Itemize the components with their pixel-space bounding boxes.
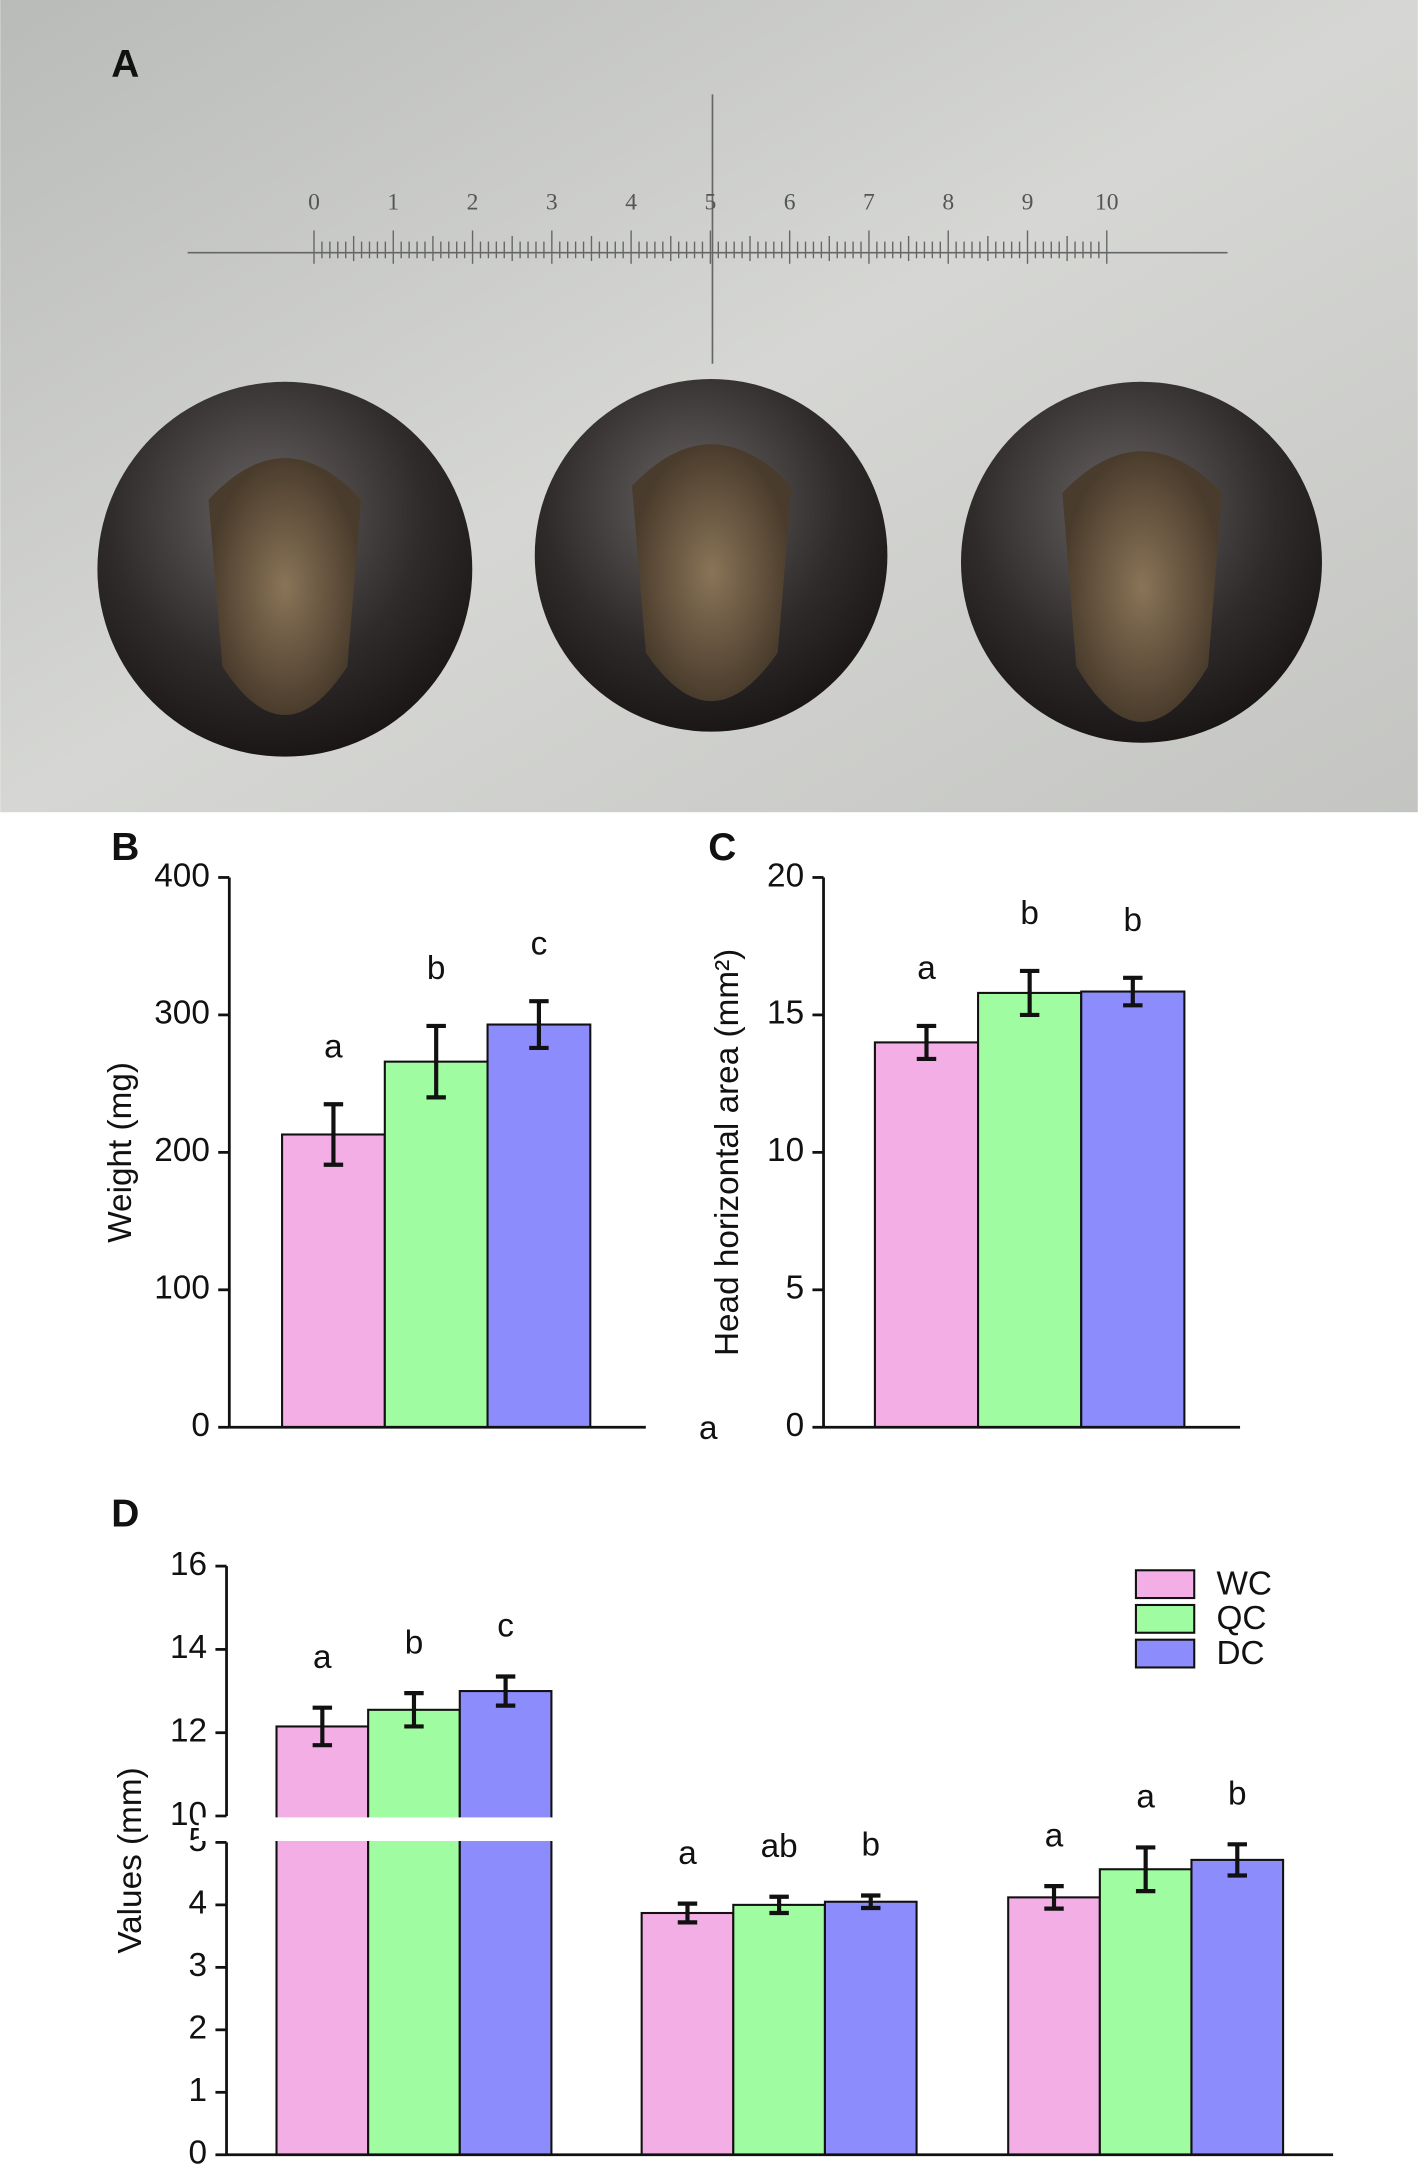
y-tick-label: 1 bbox=[189, 2072, 208, 2109]
bar bbox=[367, 1708, 461, 2156]
y-tick-label: 400 bbox=[154, 857, 210, 894]
scale-label: 4 bbox=[625, 190, 637, 216]
error-bar bbox=[1044, 1884, 1064, 1911]
y-tick-label: 15 bbox=[767, 995, 804, 1032]
head bbox=[97, 381, 473, 757]
significance-letter: b bbox=[1124, 902, 1143, 939]
error-bar bbox=[323, 1102, 344, 1167]
y-tick-label: 100 bbox=[154, 1270, 210, 1307]
bar bbox=[732, 1903, 826, 2156]
significance-letter: b bbox=[861, 1827, 880, 1864]
error-bar bbox=[1123, 975, 1143, 1008]
error-bar bbox=[404, 1691, 424, 1729]
bar bbox=[486, 1023, 592, 1429]
error-bar bbox=[495, 1674, 516, 1708]
error-bar bbox=[861, 1893, 881, 1911]
bar bbox=[383, 1060, 489, 1429]
bar bbox=[640, 1911, 735, 2156]
scale-label: 10 bbox=[1095, 190, 1119, 216]
significance-letter: b bbox=[405, 1624, 424, 1661]
bar bbox=[1098, 1868, 1193, 2156]
legend-label: QC bbox=[1216, 1600, 1266, 1637]
axis-break bbox=[198, 1817, 1347, 1842]
bar bbox=[275, 1725, 370, 2156]
bar bbox=[873, 1041, 980, 1429]
error-bar bbox=[1135, 1845, 1156, 1894]
panel-label: B bbox=[111, 826, 139, 869]
error-bar bbox=[426, 1023, 446, 1100]
scale-label: 5 bbox=[704, 190, 716, 216]
significance-letter: c bbox=[497, 1608, 514, 1645]
bar bbox=[1190, 1858, 1285, 2156]
bar bbox=[1007, 1896, 1101, 2156]
significance-letter: a bbox=[313, 1639, 332, 1676]
scale-label: 8 bbox=[942, 190, 954, 216]
x-tick-label: Wing Length bbox=[320, 2173, 507, 2177]
significance-letter: a bbox=[917, 950, 936, 987]
y-axis-label: Head horizontal area (mm²) bbox=[709, 949, 746, 1356]
ruler-ticks bbox=[313, 230, 1108, 264]
significance-letter: c bbox=[531, 925, 548, 962]
bar bbox=[1080, 990, 1186, 1429]
panel-label: D bbox=[111, 1492, 139, 1535]
error-bar bbox=[312, 1705, 333, 1748]
y-tick-label: 0 bbox=[189, 2135, 208, 2172]
y-tick-label: 3 bbox=[189, 1947, 208, 1984]
y-tick-label: 20 bbox=[767, 857, 804, 894]
legend-label: DC bbox=[1216, 1635, 1264, 1672]
scale-label: 3 bbox=[546, 190, 558, 216]
significance-letter: ab bbox=[761, 1828, 798, 1865]
y-tick-label: 5 bbox=[786, 1270, 805, 1307]
error-bar bbox=[1019, 968, 1040, 1017]
scale-label: 7 bbox=[863, 190, 875, 216]
significance-letter: b bbox=[1228, 1775, 1247, 1812]
y-tick-label: 300 bbox=[154, 995, 210, 1032]
y-tick-label: 14 bbox=[170, 1629, 207, 1666]
y-tick-label: 12 bbox=[170, 1713, 207, 1750]
bar bbox=[458, 1690, 553, 2156]
significance-letter: a bbox=[324, 1029, 343, 1066]
error-bar bbox=[1227, 1842, 1248, 1878]
significance-letter: b bbox=[427, 950, 446, 987]
scale-label: 2 bbox=[467, 190, 479, 216]
y-axis-label: Weight (mg) bbox=[102, 1062, 139, 1243]
head bbox=[960, 381, 1322, 743]
x-tick-label: Wing Width bbox=[694, 2173, 864, 2177]
error-bar bbox=[677, 1901, 698, 1925]
significance-letter: a bbox=[1136, 1779, 1155, 1816]
legend-swatch bbox=[1134, 1603, 1196, 1634]
panel-label: C bbox=[708, 826, 736, 869]
scale-label: 9 bbox=[1022, 190, 1034, 216]
bar bbox=[823, 1900, 918, 2156]
panel-label: A bbox=[111, 43, 139, 86]
significance-letter: a bbox=[1045, 1817, 1064, 1854]
error-bar bbox=[529, 999, 549, 1050]
error-bar bbox=[769, 1894, 789, 1916]
bar bbox=[977, 991, 1083, 1429]
significance-letter: a bbox=[678, 1835, 697, 1872]
y-tick-label: 200 bbox=[154, 1132, 210, 1169]
y-tick-label: 4 bbox=[189, 1885, 208, 1922]
y-tick-label: 0 bbox=[191, 1407, 210, 1444]
scale-label: 0 bbox=[308, 190, 320, 216]
legend-label: WC bbox=[1216, 1565, 1272, 1602]
bar bbox=[281, 1133, 386, 1429]
annotation: a bbox=[699, 1410, 718, 1447]
y-tick-label: 10 bbox=[767, 1132, 804, 1169]
scale-label: 6 bbox=[784, 190, 796, 216]
head bbox=[534, 379, 888, 732]
photo-panel: A bbox=[0, 0, 1418, 813]
y-tick-label: 16 bbox=[170, 1546, 207, 1583]
y-tick-label: 2 bbox=[189, 2010, 208, 2047]
significance-letter: b bbox=[1020, 895, 1039, 932]
scale-label: 1 bbox=[387, 190, 399, 216]
y-axis-label: Values (mm) bbox=[112, 1767, 149, 1953]
legend-swatch bbox=[1134, 1638, 1196, 1669]
x-tick-label: Thorax width bbox=[1050, 2173, 1241, 2177]
legend-swatch bbox=[1134, 1569, 1196, 1600]
error-bar bbox=[916, 1023, 937, 1061]
y-tick-label: 0 bbox=[786, 1407, 805, 1444]
